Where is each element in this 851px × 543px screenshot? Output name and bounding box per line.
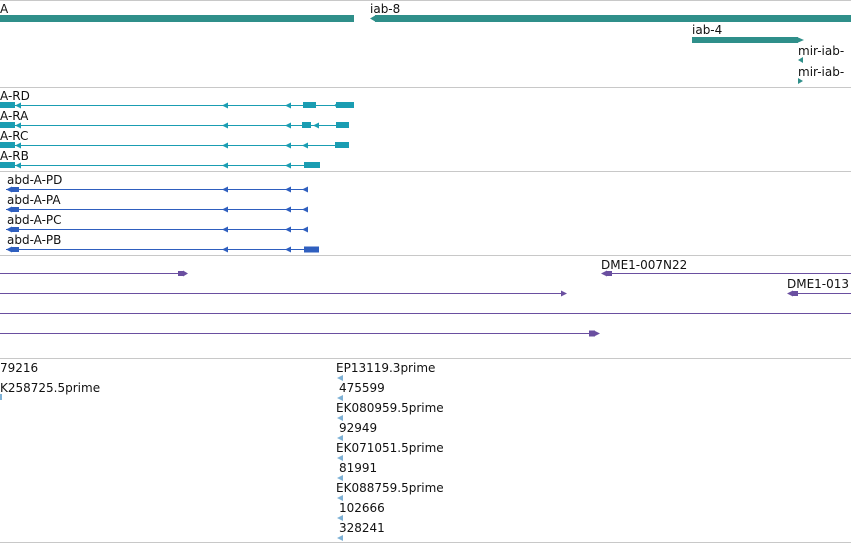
track-separator <box>0 255 851 256</box>
gene-track <box>0 15 851 84</box>
clone-track <box>0 270 851 337</box>
clone-feature-dme1-007n22[interactable] <box>601 270 851 277</box>
track-separator <box>0 171 851 172</box>
clone-label[interactable]: DME1-013 <box>787 277 850 291</box>
gene-label[interactable]: mir-iab- <box>798 44 845 58</box>
est-label[interactable]: 92949 <box>339 421 378 435</box>
est-label[interactable]: 81991 <box>339 461 378 475</box>
transcript-label[interactable]: A-RA <box>0 109 29 123</box>
est-feature[interactable] <box>337 535 343 541</box>
est-feature[interactable] <box>0 394 2 400</box>
est-feature[interactable] <box>337 395 343 401</box>
transcript-track-a <box>0 102 354 169</box>
est-track <box>0 375 343 541</box>
est-feature[interactable] <box>337 435 343 441</box>
gene-label[interactable]: iab-8 <box>370 2 401 16</box>
clone-feature-1[interactable] <box>0 270 188 277</box>
track-separator-top <box>0 0 851 1</box>
clone-feature-2[interactable] <box>0 290 567 297</box>
est-feature[interactable] <box>337 455 343 461</box>
gene-feature-mir-iab-2[interactable] <box>798 78 803 84</box>
est-feature[interactable] <box>337 495 343 501</box>
est-feature[interactable] <box>337 515 343 521</box>
est-feature[interactable] <box>337 375 343 381</box>
transcript-a-rd[interactable] <box>0 102 354 109</box>
transcript-label[interactable]: abd-A-PD <box>7 173 63 187</box>
transcript-track-b <box>6 186 319 253</box>
est-label[interactable]: EK088759.5prime <box>336 481 444 495</box>
clone-label[interactable]: DME1-007N22 <box>601 258 688 272</box>
gene-feature-mir-iab-1[interactable] <box>798 57 803 63</box>
track-separator <box>0 358 851 359</box>
est-label[interactable]: EK080959.5prime <box>336 401 444 415</box>
est-label[interactable]: K258725.5prime <box>0 381 101 395</box>
transcript-label[interactable]: A-RC <box>0 129 29 143</box>
transcript-abd-a-pb[interactable] <box>6 246 319 253</box>
est-label[interactable]: 79216 <box>0 361 39 375</box>
gene-feature-iab-4[interactable] <box>692 37 804 43</box>
est-feature[interactable] <box>337 475 343 481</box>
transcript-label[interactable]: abd-A-PB <box>7 233 62 247</box>
transcript-a-rc[interactable] <box>0 142 349 149</box>
est-label[interactable]: 475599 <box>339 381 385 395</box>
gene-label[interactable]: mir-iab- <box>798 65 845 79</box>
transcript-label[interactable]: A-RD <box>0 89 30 103</box>
transcript-label[interactable]: abd-A-PA <box>7 193 61 207</box>
transcript-abd-a-pa[interactable] <box>6 206 308 213</box>
track-separator <box>0 87 851 88</box>
gene-label[interactable]: A <box>0 2 9 16</box>
clone-feature-4[interactable] <box>0 330 600 337</box>
gene-label[interactable]: iab-4 <box>692 23 723 37</box>
transcript-label[interactable]: abd-A-PC <box>7 213 62 227</box>
est-label[interactable]: 102666 <box>339 501 385 515</box>
transcript-abd-a-pd[interactable] <box>6 186 308 193</box>
transcript-a-ra[interactable] <box>0 122 349 129</box>
transcript-a-rb[interactable] <box>0 162 320 169</box>
clone-feature-dme1-013[interactable] <box>787 290 851 297</box>
transcript-label[interactable]: A-RB <box>0 149 29 163</box>
est-label[interactable]: 328241 <box>339 521 385 535</box>
transcript-abd-a-pc[interactable] <box>6 226 308 233</box>
gene-feature-iab-8[interactable] <box>370 15 851 22</box>
gene-feature-a[interactable] <box>0 15 354 22</box>
est-feature[interactable] <box>337 415 343 421</box>
est-label[interactable]: EP13119.3prime <box>336 361 436 375</box>
est-label[interactable]: EK071051.5prime <box>336 441 444 455</box>
